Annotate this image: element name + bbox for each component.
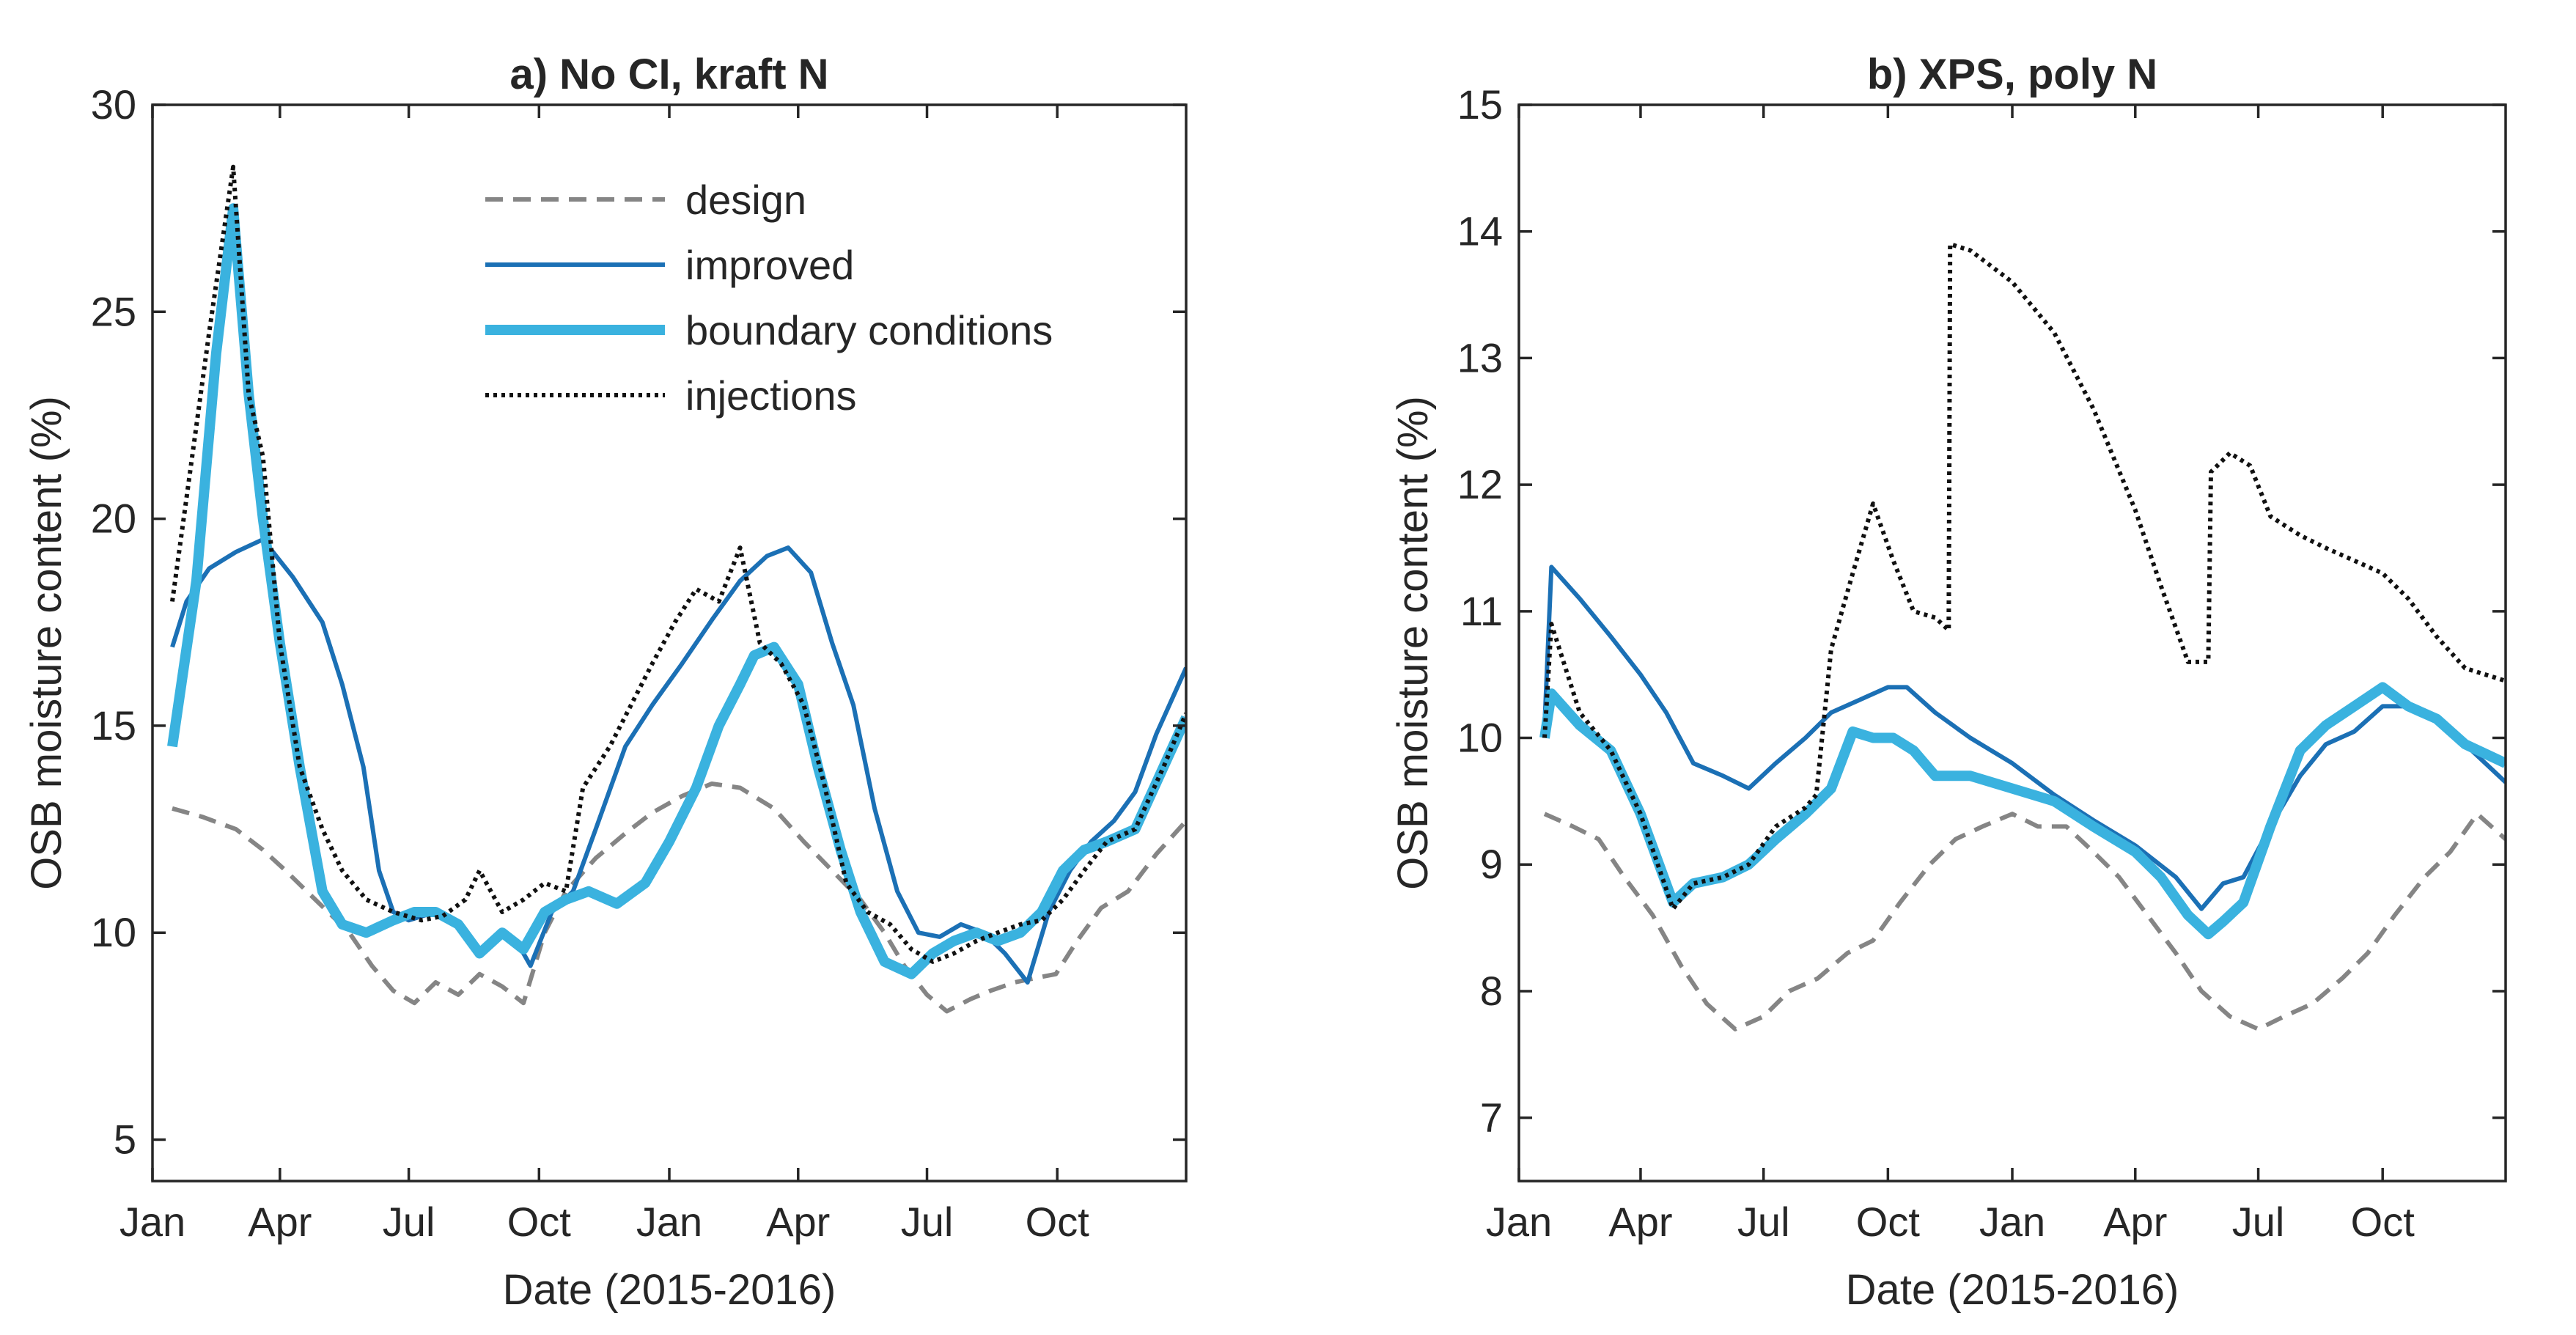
y-tick-label: 7 bbox=[1480, 1095, 1503, 1141]
x-tick-label: Jan bbox=[1486, 1199, 1552, 1245]
y-axis-label: OSB moisture content (%) bbox=[1389, 396, 1437, 890]
x-axis-label: Date (2015-2016) bbox=[1846, 1266, 2179, 1314]
series-line-injections bbox=[1542, 242, 2506, 911]
x-tick-label: Jul bbox=[383, 1199, 435, 1245]
x-tick-label: Jan bbox=[1979, 1199, 2045, 1245]
y-tick-label: 11 bbox=[1460, 588, 1503, 634]
y-tick-label: 12 bbox=[1457, 461, 1503, 507]
y-tick-label: 20 bbox=[91, 496, 136, 542]
legend-label-design: design bbox=[685, 177, 806, 223]
series-line-design bbox=[172, 781, 1186, 1014]
legend-label-improved: improved bbox=[685, 242, 854, 288]
series-line-improved bbox=[170, 537, 1186, 985]
y-tick-label: 9 bbox=[1480, 841, 1503, 887]
series-group bbox=[167, 164, 1186, 1014]
x-tick-label: Oct bbox=[1856, 1199, 1921, 1245]
y-tick-label: 15 bbox=[1457, 81, 1503, 128]
x-tick-label: Oct bbox=[1026, 1199, 1090, 1245]
x-axis-label: Date (2015-2016) bbox=[503, 1266, 836, 1314]
series-line-design bbox=[1543, 812, 2506, 1031]
x-tick-label: Jul bbox=[901, 1199, 954, 1245]
y-tick-label: 30 bbox=[91, 81, 136, 128]
x-tick-label: Oct bbox=[2351, 1199, 2415, 1245]
y-axis-label: OSB moisture content (%) bbox=[23, 396, 70, 890]
y-tick-label: 10 bbox=[91, 909, 136, 955]
chart-title: b) XPS, poly N bbox=[1867, 51, 2157, 98]
series-group bbox=[1539, 242, 2506, 1031]
x-tick-label: Apr bbox=[2103, 1199, 2167, 1245]
x-tick-label: Apr bbox=[766, 1199, 830, 1245]
series-line-improved bbox=[1542, 564, 2506, 911]
x-tick-label: Apr bbox=[1608, 1199, 1672, 1245]
x-tick-label: Jan bbox=[119, 1199, 185, 1245]
y-tick-label: 13 bbox=[1457, 334, 1503, 380]
series-line-boundary-conditions bbox=[167, 203, 1186, 979]
x-tick-label: Jul bbox=[1737, 1199, 1790, 1245]
y-tick-label: 8 bbox=[1480, 968, 1503, 1014]
chart-title: a) No CI, kraft N bbox=[509, 51, 828, 98]
panel-a: 5 10 15 20 25 30 Jan Apr Jul Oct Jan Apr Jul Oct a) No… bbox=[23, 51, 1188, 1314]
y-tick-label: 25 bbox=[91, 288, 136, 334]
x-tick-label: Apr bbox=[248, 1199, 312, 1245]
panel-b: 7 8 9 10 11 12 13 14 15 Jan Apr Jul Oct Jan Apr Jul Oct b… bbox=[1389, 51, 2507, 1314]
legend-label-injections: injections bbox=[685, 372, 856, 419]
axes-frame bbox=[1517, 103, 2507, 1183]
x-tick-label: Jan bbox=[636, 1199, 702, 1245]
axes-frame bbox=[151, 103, 1188, 1183]
y-tick-label: 5 bbox=[114, 1117, 136, 1163]
x-tick-label: Oct bbox=[507, 1199, 572, 1245]
series-line-injections bbox=[170, 164, 1186, 964]
legend-label-boundary-conditions: boundary conditions bbox=[685, 307, 1053, 353]
y-tick-label: 10 bbox=[1457, 715, 1503, 761]
y-tick-label: 14 bbox=[1457, 208, 1503, 254]
y-tick-label: 15 bbox=[91, 702, 136, 749]
legend: design improved boundary conditions injecti… bbox=[485, 177, 1053, 419]
x-tick-label: Jul bbox=[2232, 1199, 2285, 1245]
